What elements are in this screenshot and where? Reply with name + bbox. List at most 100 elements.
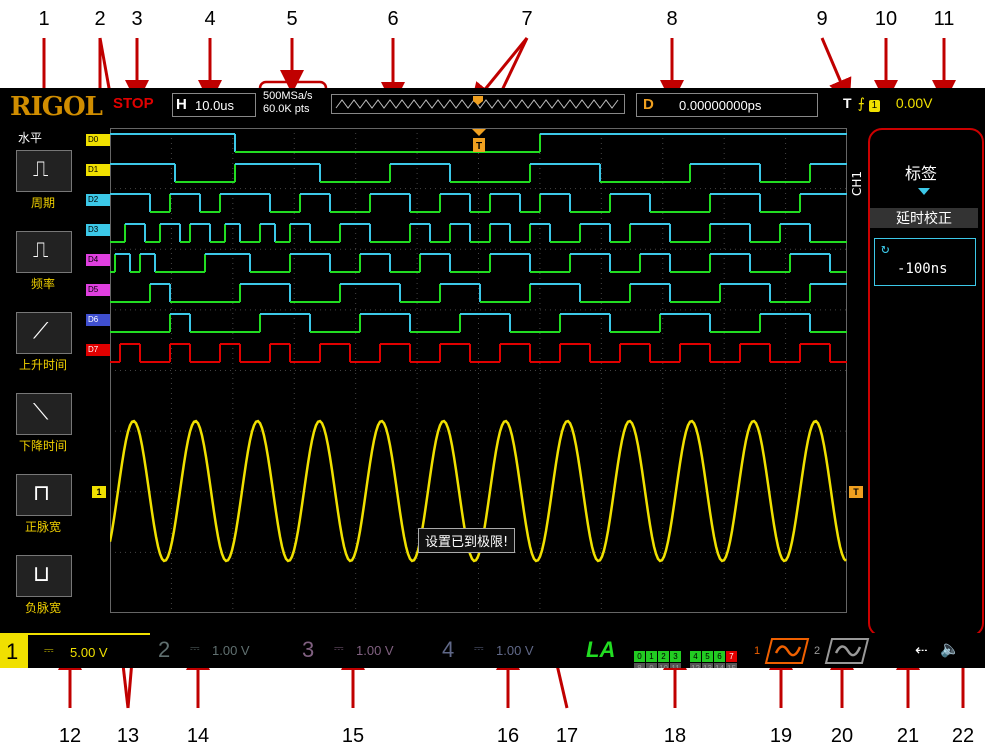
timebase-label: H [176,96,187,113]
rising-edge-icon: ⨍ [857,95,865,111]
la-channel-indicator: 2 [658,651,669,662]
digital-tag-d1[interactable]: D1 [86,164,110,176]
ch3-status[interactable]: 3 ⎓ 1.00 V [296,633,424,668]
dc-coupling-icon: ⎓ [334,641,344,655]
callout-13: 13 [116,725,140,747]
grid-border [110,128,847,613]
la-channel-indicator: 11 [670,663,681,668]
ch2-status[interactable]: 2 ⎓ 1.00 V [152,633,280,668]
digital-tag-d2[interactable]: D2 [86,194,110,206]
math2-number: 2 [814,645,821,657]
memory-overview-strip [331,94,625,114]
callout-9: 9 [816,8,828,30]
timebase-box[interactable]: H 10.0us [172,93,256,117]
run-state[interactable]: STOP [113,95,154,112]
chevron-down-icon [918,188,930,195]
rigol-logo: RIGOL [10,92,103,122]
callout-12: 12 [58,725,82,747]
callout-22: 22 [951,725,975,747]
delay-calibration-title: 延时校正 [870,208,978,228]
sample-rate: 500MSa/s [263,90,313,102]
la-channel-indicator: 5 [702,651,713,662]
ch3-scale: 1.00 V [356,643,394,658]
la-channel-indicator: 6 [714,651,725,662]
measure-label: 下降时间 [18,439,67,453]
la-channel-indicator: 1 [646,651,657,662]
trigger-info[interactable]: T ⨍ 1 0.00V [843,95,932,112]
trigger-level: 0.00V [895,95,933,111]
trigger-label: T [843,95,852,111]
callout-18: 18 [663,725,687,747]
trigger-position-icon [473,96,483,105]
measure-positive-width-button[interactable]: ⊓ [16,474,72,516]
math1-status[interactable]: 1 [752,633,812,668]
ch3-number: 3 [302,637,315,662]
callout-6: 6 [387,8,399,30]
fall-time-icon: ⟍ [33,400,49,425]
measure-rise-time-button[interactable]: ⟋ [16,312,72,354]
rise-time-icon: ⟋ [33,319,49,344]
ch2-number: 2 [158,637,171,662]
ch1-offset-marker[interactable]: 1 [92,486,106,498]
la-channel-indicator: 14 [714,663,725,668]
negative-width-icon: ⊔ [33,562,51,587]
ch1-number: 1 [6,639,19,664]
math2-status[interactable]: 2 [812,633,872,668]
right-softkey-panel [868,128,984,637]
limit-message: 设置已到极限! [418,528,516,553]
digital-tag-d4[interactable]: D4 [86,254,110,266]
waveform-area [110,128,847,613]
la-channel-indicator: 10 [658,663,669,668]
la-channel-indicator: 15 [726,663,737,668]
digital-tag-d5[interactable]: D5 [86,284,110,296]
callout-21: 21 [896,725,920,747]
label-softkey[interactable]: 标签 [905,164,938,183]
digital-tag-d3[interactable]: D3 [86,224,110,236]
math-wave-icon [764,638,810,664]
digital-tag-d6[interactable]: D6 [86,314,110,326]
ch1-scale: 5.00 V [70,645,108,660]
usb-icon: ⇠ [915,641,928,659]
delay-box[interactable]: D 0.00000000ps [636,93,818,117]
trigger-source: 1 [868,100,880,112]
ch4-number: 4 [442,637,455,662]
channel-bar: 1 ⎓ 5.00 V 2 ⎓ 1.00 V 3 ⎓ 1.00 V 4 ⎓ 1.0… [0,633,985,668]
digital-tag-d0[interactable]: D0 [86,134,110,146]
frequency-icon: ⎍ [33,238,49,263]
callout-7: 7 [521,8,533,30]
measure-frequency-button[interactable]: ⎍ [16,231,72,273]
callout-20: 20 [830,725,854,747]
measure-fall-time-button[interactable]: ⟍ [16,393,72,435]
math1-number: 1 [754,645,761,657]
la-channel-indicator: 13 [702,663,713,668]
la-channel-indicator: 7 [726,651,737,662]
callout-15: 15 [341,725,365,747]
dc-coupling-icon: ⎓ [44,643,54,657]
sound-muted-icon[interactable]: 🔈 [940,639,960,658]
math-wave-icon [824,638,870,664]
menu-title: 水平 [18,131,43,145]
timebase-value: 10.0us [195,98,235,113]
la-channel-indicator: 8 [634,663,645,668]
callout-10: 10 [874,8,898,30]
trigger-level-marker[interactable]: T [849,486,863,498]
callout-4: 4 [204,8,216,30]
ch4-scale: 1.00 V [496,643,534,658]
delay-calibration-field[interactable]: ↻ -100ns [874,238,976,286]
callout-1: 1 [38,8,50,30]
channel-tab[interactable]: CH1 [850,170,864,196]
callout-14: 14 [186,725,210,747]
la-channel-indicator: 0 [634,651,645,662]
delay-calibration-value: -100ns [897,261,948,277]
ch4-status[interactable]: 4 ⎓ 1.00 V [436,633,564,668]
rotary-knob-icon: ↻ [881,241,890,257]
ch1-status[interactable]: 1 ⎓ 5.00 V [0,633,150,668]
measure-negative-width-button[interactable]: ⊔ [16,555,72,597]
memory-wave-icon [335,96,619,109]
memory-depth: 60.0K pts [263,103,310,115]
digital-tag-d7[interactable]: D7 [86,344,110,356]
measure-period-button[interactable]: ⎍ [16,150,72,192]
trigger-position-marker-icon: T [472,129,486,152]
acquisition-info: 500MSa/s 60.0K pts [263,90,313,116]
